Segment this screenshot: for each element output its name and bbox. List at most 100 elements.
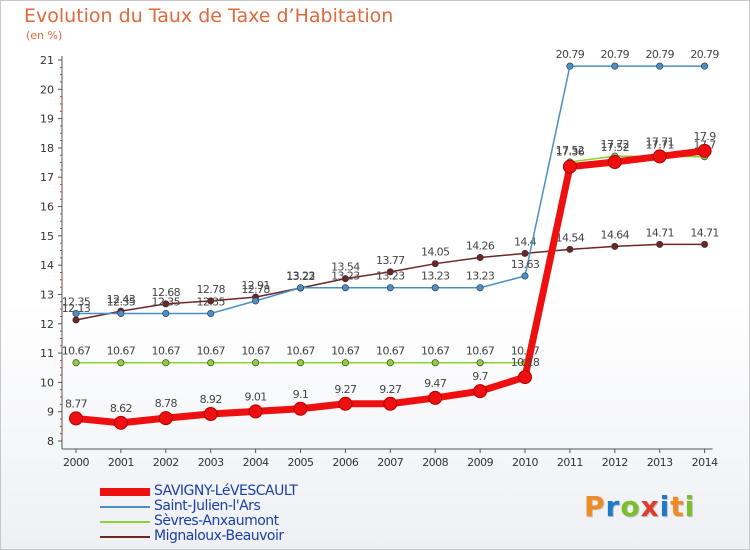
data-point — [476, 284, 484, 292]
data-label: 10.67 — [196, 345, 225, 358]
x-tick-label: 2006 — [332, 456, 358, 469]
y-tick-label: 13 — [40, 288, 54, 301]
data-point — [383, 396, 398, 411]
data-point — [162, 359, 170, 367]
data-point — [518, 370, 532, 385]
legend-label: Mignaloux-Beauvoir — [154, 528, 284, 544]
data-point — [117, 310, 125, 318]
data-label: 9.27 — [379, 383, 402, 396]
data-point — [562, 159, 577, 174]
logo-letter: t — [670, 490, 685, 523]
data-label: 14.05 — [421, 246, 450, 259]
logo-letter: o — [620, 490, 641, 523]
data-label: 13.23 — [286, 270, 315, 283]
x-tick-label: 2004 — [243, 456, 269, 469]
data-point — [69, 411, 83, 426]
data-label: 13.77 — [376, 254, 405, 267]
data-point — [476, 359, 484, 367]
data-point — [521, 249, 529, 257]
data-point — [386, 268, 394, 276]
data-point — [252, 297, 260, 305]
data-point — [207, 359, 215, 367]
x-tick-label: 2005 — [288, 456, 314, 469]
data-point — [72, 316, 80, 324]
y-tick-label: 21 — [40, 54, 54, 67]
data-label: 10.67 — [466, 345, 495, 358]
data-point — [248, 404, 263, 419]
data-label: 10.67 — [62, 345, 91, 358]
data-point — [701, 240, 709, 248]
y-tick-label: 17 — [40, 171, 54, 184]
legend-swatch — [100, 521, 150, 523]
data-label: 10.67 — [241, 345, 270, 358]
proxiti-logo: Proxiti — [584, 490, 695, 523]
x-tick-label: 2008 — [422, 456, 448, 469]
data-label: 10.67 — [107, 345, 136, 358]
data-point — [113, 415, 128, 430]
data-point — [203, 407, 218, 422]
data-label: 9.7 — [472, 370, 488, 383]
data-label: 13.63 — [511, 258, 540, 271]
data-point — [158, 411, 173, 426]
data-point — [296, 284, 304, 292]
legend-label: Sèvres-Anxaumont — [154, 513, 279, 529]
x-tick-label: 2003 — [198, 456, 224, 469]
data-point — [72, 359, 80, 367]
data-label: 14.54 — [556, 231, 585, 244]
data-point — [293, 401, 308, 416]
data-label: 10.67 — [331, 345, 360, 358]
legend-swatch — [100, 488, 150, 496]
data-point — [72, 310, 80, 318]
data-label: 14.71 — [690, 226, 719, 239]
y-tick-label: 19 — [40, 113, 54, 126]
data-label: 17.52 — [556, 144, 585, 157]
data-label: 13.22 — [286, 270, 315, 283]
data-point — [656, 240, 664, 248]
legend-swatch — [100, 506, 150, 508]
data-label: 20.79 — [690, 48, 719, 61]
data-point — [701, 62, 709, 70]
data-point — [476, 254, 484, 262]
y-tick-label: 18 — [40, 142, 54, 155]
data-point — [207, 297, 215, 305]
data-point — [611, 242, 619, 250]
data-point — [341, 359, 349, 367]
data-label: 12.13 — [62, 302, 91, 315]
data-point — [697, 143, 712, 158]
data-label: 10.67 — [421, 345, 450, 358]
data-label: 12.68 — [152, 286, 181, 299]
data-point — [431, 260, 439, 268]
y-tick-label: 20 — [40, 83, 54, 96]
data-point — [611, 62, 619, 70]
data-label: 14.71 — [645, 226, 674, 239]
logo-letter: i — [659, 490, 671, 523]
data-label: 12.91 — [241, 279, 270, 292]
data-label: 9.01 — [245, 390, 267, 403]
data-label: 17.52 — [601, 141, 630, 154]
data-label: 17.71 — [645, 138, 674, 151]
data-label: 12.35 — [107, 296, 136, 309]
x-tick-label: 2001 — [108, 456, 134, 469]
logo-letter: i — [684, 490, 696, 523]
data-label: 12.43 — [107, 293, 136, 306]
y-tick-label: 9 — [47, 406, 54, 419]
data-label: 9.47 — [424, 377, 447, 390]
data-label: 13.23 — [331, 270, 360, 283]
x-tick-label: 2009 — [467, 456, 493, 469]
data-label: 12.35 — [196, 296, 225, 309]
legend-swatch — [100, 536, 150, 538]
y-tick-label: 11 — [40, 347, 54, 360]
legend-label: Saint-Julien-l'Ars — [154, 498, 261, 514]
data-label: 10.67 — [286, 345, 315, 358]
data-label: 8.92 — [200, 393, 222, 406]
data-label: 8.77 — [65, 397, 88, 410]
data-point — [252, 359, 260, 367]
x-tick-label: 2007 — [377, 456, 403, 469]
data-label: 8.62 — [110, 402, 132, 415]
data-label: 13.23 — [421, 270, 450, 283]
data-point — [341, 284, 349, 292]
y-tick-label: 16 — [40, 201, 54, 214]
data-label: 12.78 — [241, 283, 270, 296]
